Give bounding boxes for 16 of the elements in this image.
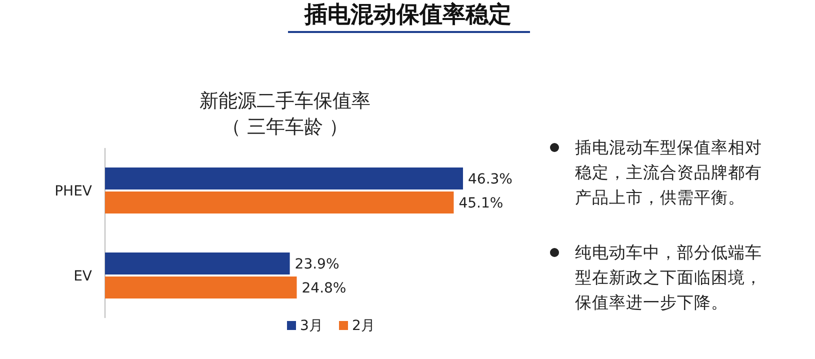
data-label: 23.9% — [294, 256, 340, 272]
bar — [105, 168, 463, 190]
bar — [105, 192, 454, 214]
text: 插电混动车型保值率相对稳定，主流合资品牌都有产品上市，供需平衡。 — [575, 137, 763, 209]
legend-label: 3月 — [300, 318, 323, 334]
bar — [105, 276, 297, 298]
text: 纯电动车中，部分低端车型在新政之下面临困境，保值率进一步下降。 — [575, 242, 763, 314]
bar — [105, 252, 290, 274]
chart-title: 插电混动保值率稳定 — [304, 1, 512, 28]
data-label: 24.8% — [302, 280, 346, 296]
data-label: 45.1% — [458, 196, 504, 212]
y-tick-label: PHEV — [54, 184, 92, 200]
data-label: 46.3% — [468, 172, 512, 188]
legend-label: 2月 — [352, 318, 375, 334]
y-tick-label: EV — [74, 268, 92, 284]
chart-subtitle: 新能源二手车保值率（ 三年车龄 ） — [198, 89, 372, 140]
